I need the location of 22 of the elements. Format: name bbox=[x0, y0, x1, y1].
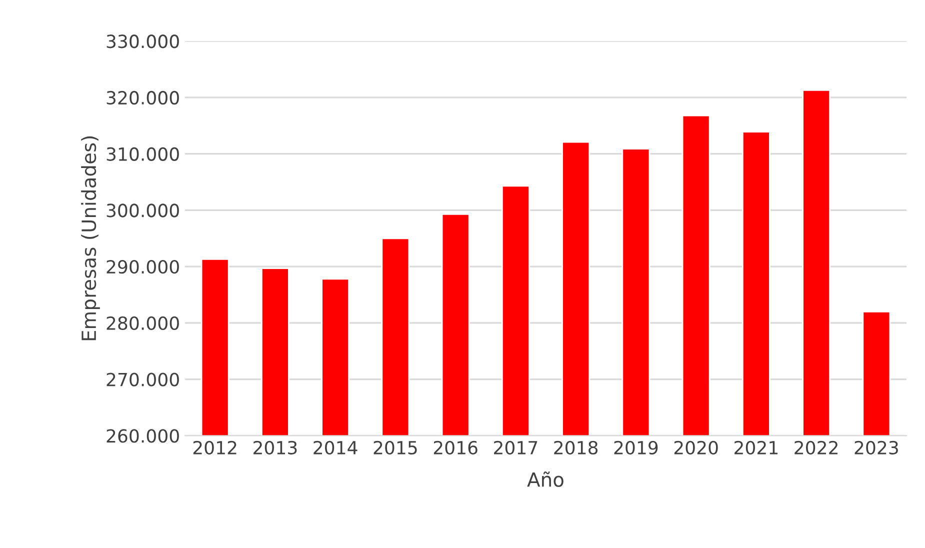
x-tick-label: 2012 bbox=[193, 440, 236, 454]
x-tick-label: 2017 bbox=[494, 440, 538, 454]
y-tick-label: 290.000 bbox=[106, 260, 179, 274]
x-tick-label: 2016 bbox=[434, 440, 478, 454]
x-tick-label: 2021 bbox=[734, 440, 778, 454]
x-tick-label: 2020 bbox=[674, 440, 718, 454]
x-tick-label: 2019 bbox=[614, 440, 658, 454]
x-tick-label: 2013 bbox=[254, 440, 297, 454]
y-tick-label: 280.000 bbox=[106, 316, 179, 330]
x-tick-label: 2015 bbox=[374, 440, 417, 454]
x-tick-label: 2014 bbox=[314, 440, 358, 454]
x-tick-label: 2022 bbox=[794, 440, 838, 454]
x-axis-title: Año bbox=[527, 472, 564, 487]
y-tick-label: 330.000 bbox=[106, 34, 179, 48]
x-tick-label: 2018 bbox=[554, 440, 598, 454]
y-tick-label: 270.000 bbox=[106, 372, 179, 386]
y-tick-label: 310.000 bbox=[106, 147, 179, 161]
y-tick-label: 300.000 bbox=[106, 204, 179, 218]
y-tick-label: 320.000 bbox=[106, 90, 179, 105]
y-tick-label: 260.000 bbox=[106, 429, 179, 443]
y-axis-title: Empresas (Unidades) bbox=[81, 136, 100, 340]
x-tick-label: 2023 bbox=[854, 440, 898, 454]
